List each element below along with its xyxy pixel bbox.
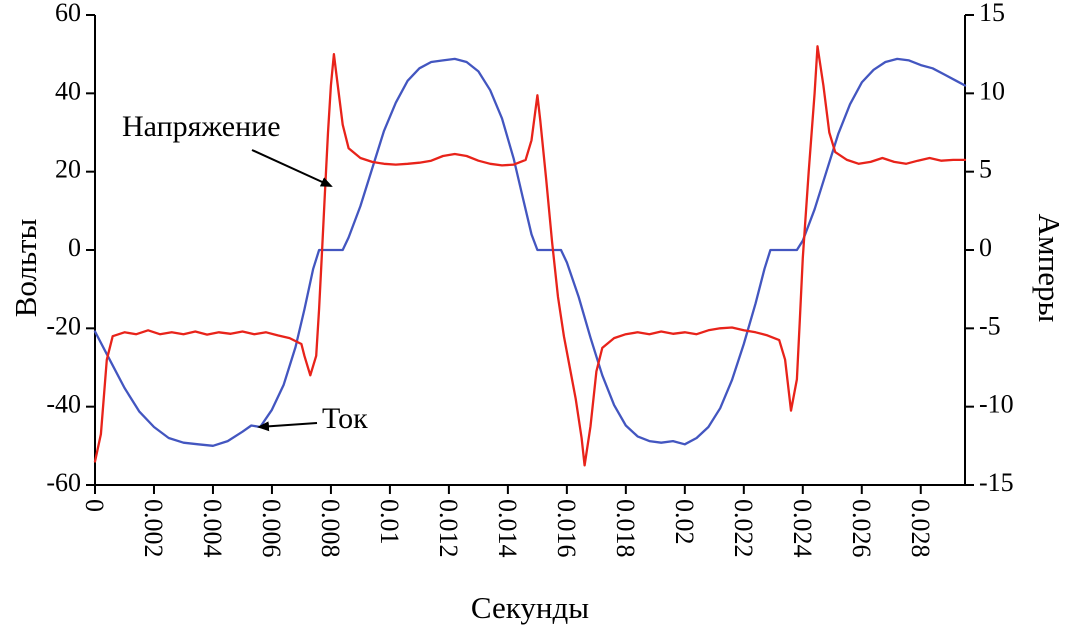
y-left-tick-label: 0 [68, 233, 81, 262]
y-left-tick-label: 60 [55, 0, 81, 27]
y-axis-right-title: Амперы [1032, 213, 1067, 323]
x-tick-label: 0.008 [316, 499, 345, 558]
current-annotation-label: Ток [322, 402, 368, 435]
y-right-tick-label: 0 [979, 233, 992, 262]
y-left-tick-label: 40 [55, 76, 81, 105]
x-tick-label: 0.028 [906, 499, 935, 558]
voltage-annotation-label: Напряжение [122, 110, 281, 143]
x-tick-label: 0.014 [493, 499, 522, 558]
x-tick-label: 0.004 [198, 499, 227, 558]
y-right-tick-label: 10 [979, 76, 1005, 105]
x-tick-label: 0.02 [670, 499, 699, 545]
x-tick-label: 0.018 [611, 499, 640, 558]
x-axis-title: Секунды [470, 590, 590, 625]
voltage-annotation-arrow [251, 149, 333, 187]
x-tick-label: 0.012 [434, 499, 463, 558]
y-left-tick-label: -60 [46, 468, 81, 497]
x-tick-label: 0 [80, 499, 109, 512]
x-tick-label: 0.022 [729, 499, 758, 558]
y-right-tick-label: -10 [979, 390, 1014, 419]
y-axis-left-title: Вольты [8, 218, 43, 318]
y-left-tick-label: -40 [46, 390, 81, 419]
y-left-tick-label: -20 [46, 311, 81, 340]
y-right-tick-label: -15 [979, 468, 1014, 497]
y-right-tick-label: -5 [979, 311, 1001, 340]
y-right-tick-label: 15 [979, 0, 1005, 27]
y-left-tick-label: 20 [55, 155, 81, 184]
y-right-tick-label: 5 [979, 155, 992, 184]
x-tick-label: 0.006 [257, 499, 286, 558]
current-annotation-arrow [257, 421, 318, 432]
voltage-line [93, 45, 967, 467]
x-tick-label: 0.01 [375, 499, 404, 545]
x-tick-label: 0.016 [552, 499, 581, 558]
x-tick-label: 0.024 [788, 499, 817, 558]
x-tick-label: 0.026 [847, 499, 876, 558]
x-tick-label: 0.002 [139, 499, 168, 558]
